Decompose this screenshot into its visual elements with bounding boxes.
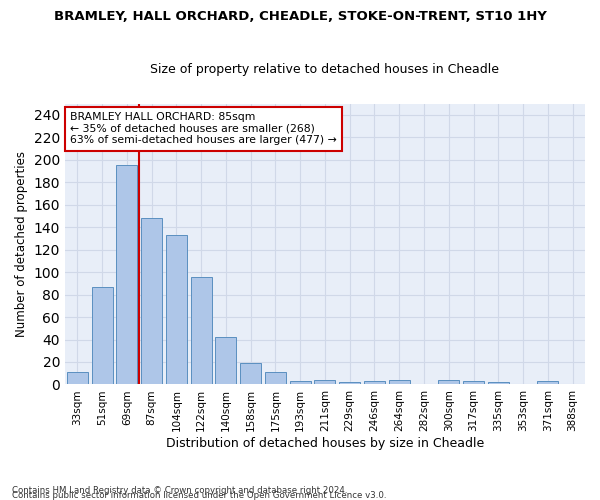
Bar bbox=[488, 382, 509, 384]
Title: Size of property relative to detached houses in Cheadle: Size of property relative to detached ho… bbox=[151, 63, 499, 76]
Bar bbox=[67, 372, 88, 384]
Bar bbox=[240, 363, 261, 384]
Bar bbox=[215, 338, 236, 384]
Text: Contains HM Land Registry data © Crown copyright and database right 2024.: Contains HM Land Registry data © Crown c… bbox=[12, 486, 347, 495]
Bar bbox=[141, 218, 162, 384]
Text: BRAMLEY HALL ORCHARD: 85sqm
← 35% of detached houses are smaller (268)
63% of se: BRAMLEY HALL ORCHARD: 85sqm ← 35% of det… bbox=[70, 112, 337, 145]
Bar bbox=[265, 372, 286, 384]
Bar bbox=[290, 381, 311, 384]
Y-axis label: Number of detached properties: Number of detached properties bbox=[15, 151, 28, 337]
Text: Contains public sector information licensed under the Open Government Licence v3: Contains public sector information licen… bbox=[12, 491, 386, 500]
Bar bbox=[116, 166, 137, 384]
Bar bbox=[314, 380, 335, 384]
Text: BRAMLEY, HALL ORCHARD, CHEADLE, STOKE-ON-TRENT, ST10 1HY: BRAMLEY, HALL ORCHARD, CHEADLE, STOKE-ON… bbox=[53, 10, 547, 23]
Bar bbox=[339, 382, 360, 384]
Bar bbox=[389, 380, 410, 384]
Bar bbox=[166, 235, 187, 384]
Bar bbox=[92, 286, 113, 384]
Bar bbox=[538, 381, 559, 384]
Bar bbox=[364, 381, 385, 384]
Bar bbox=[438, 380, 460, 384]
Bar bbox=[191, 276, 212, 384]
X-axis label: Distribution of detached houses by size in Cheadle: Distribution of detached houses by size … bbox=[166, 437, 484, 450]
Bar bbox=[463, 381, 484, 384]
